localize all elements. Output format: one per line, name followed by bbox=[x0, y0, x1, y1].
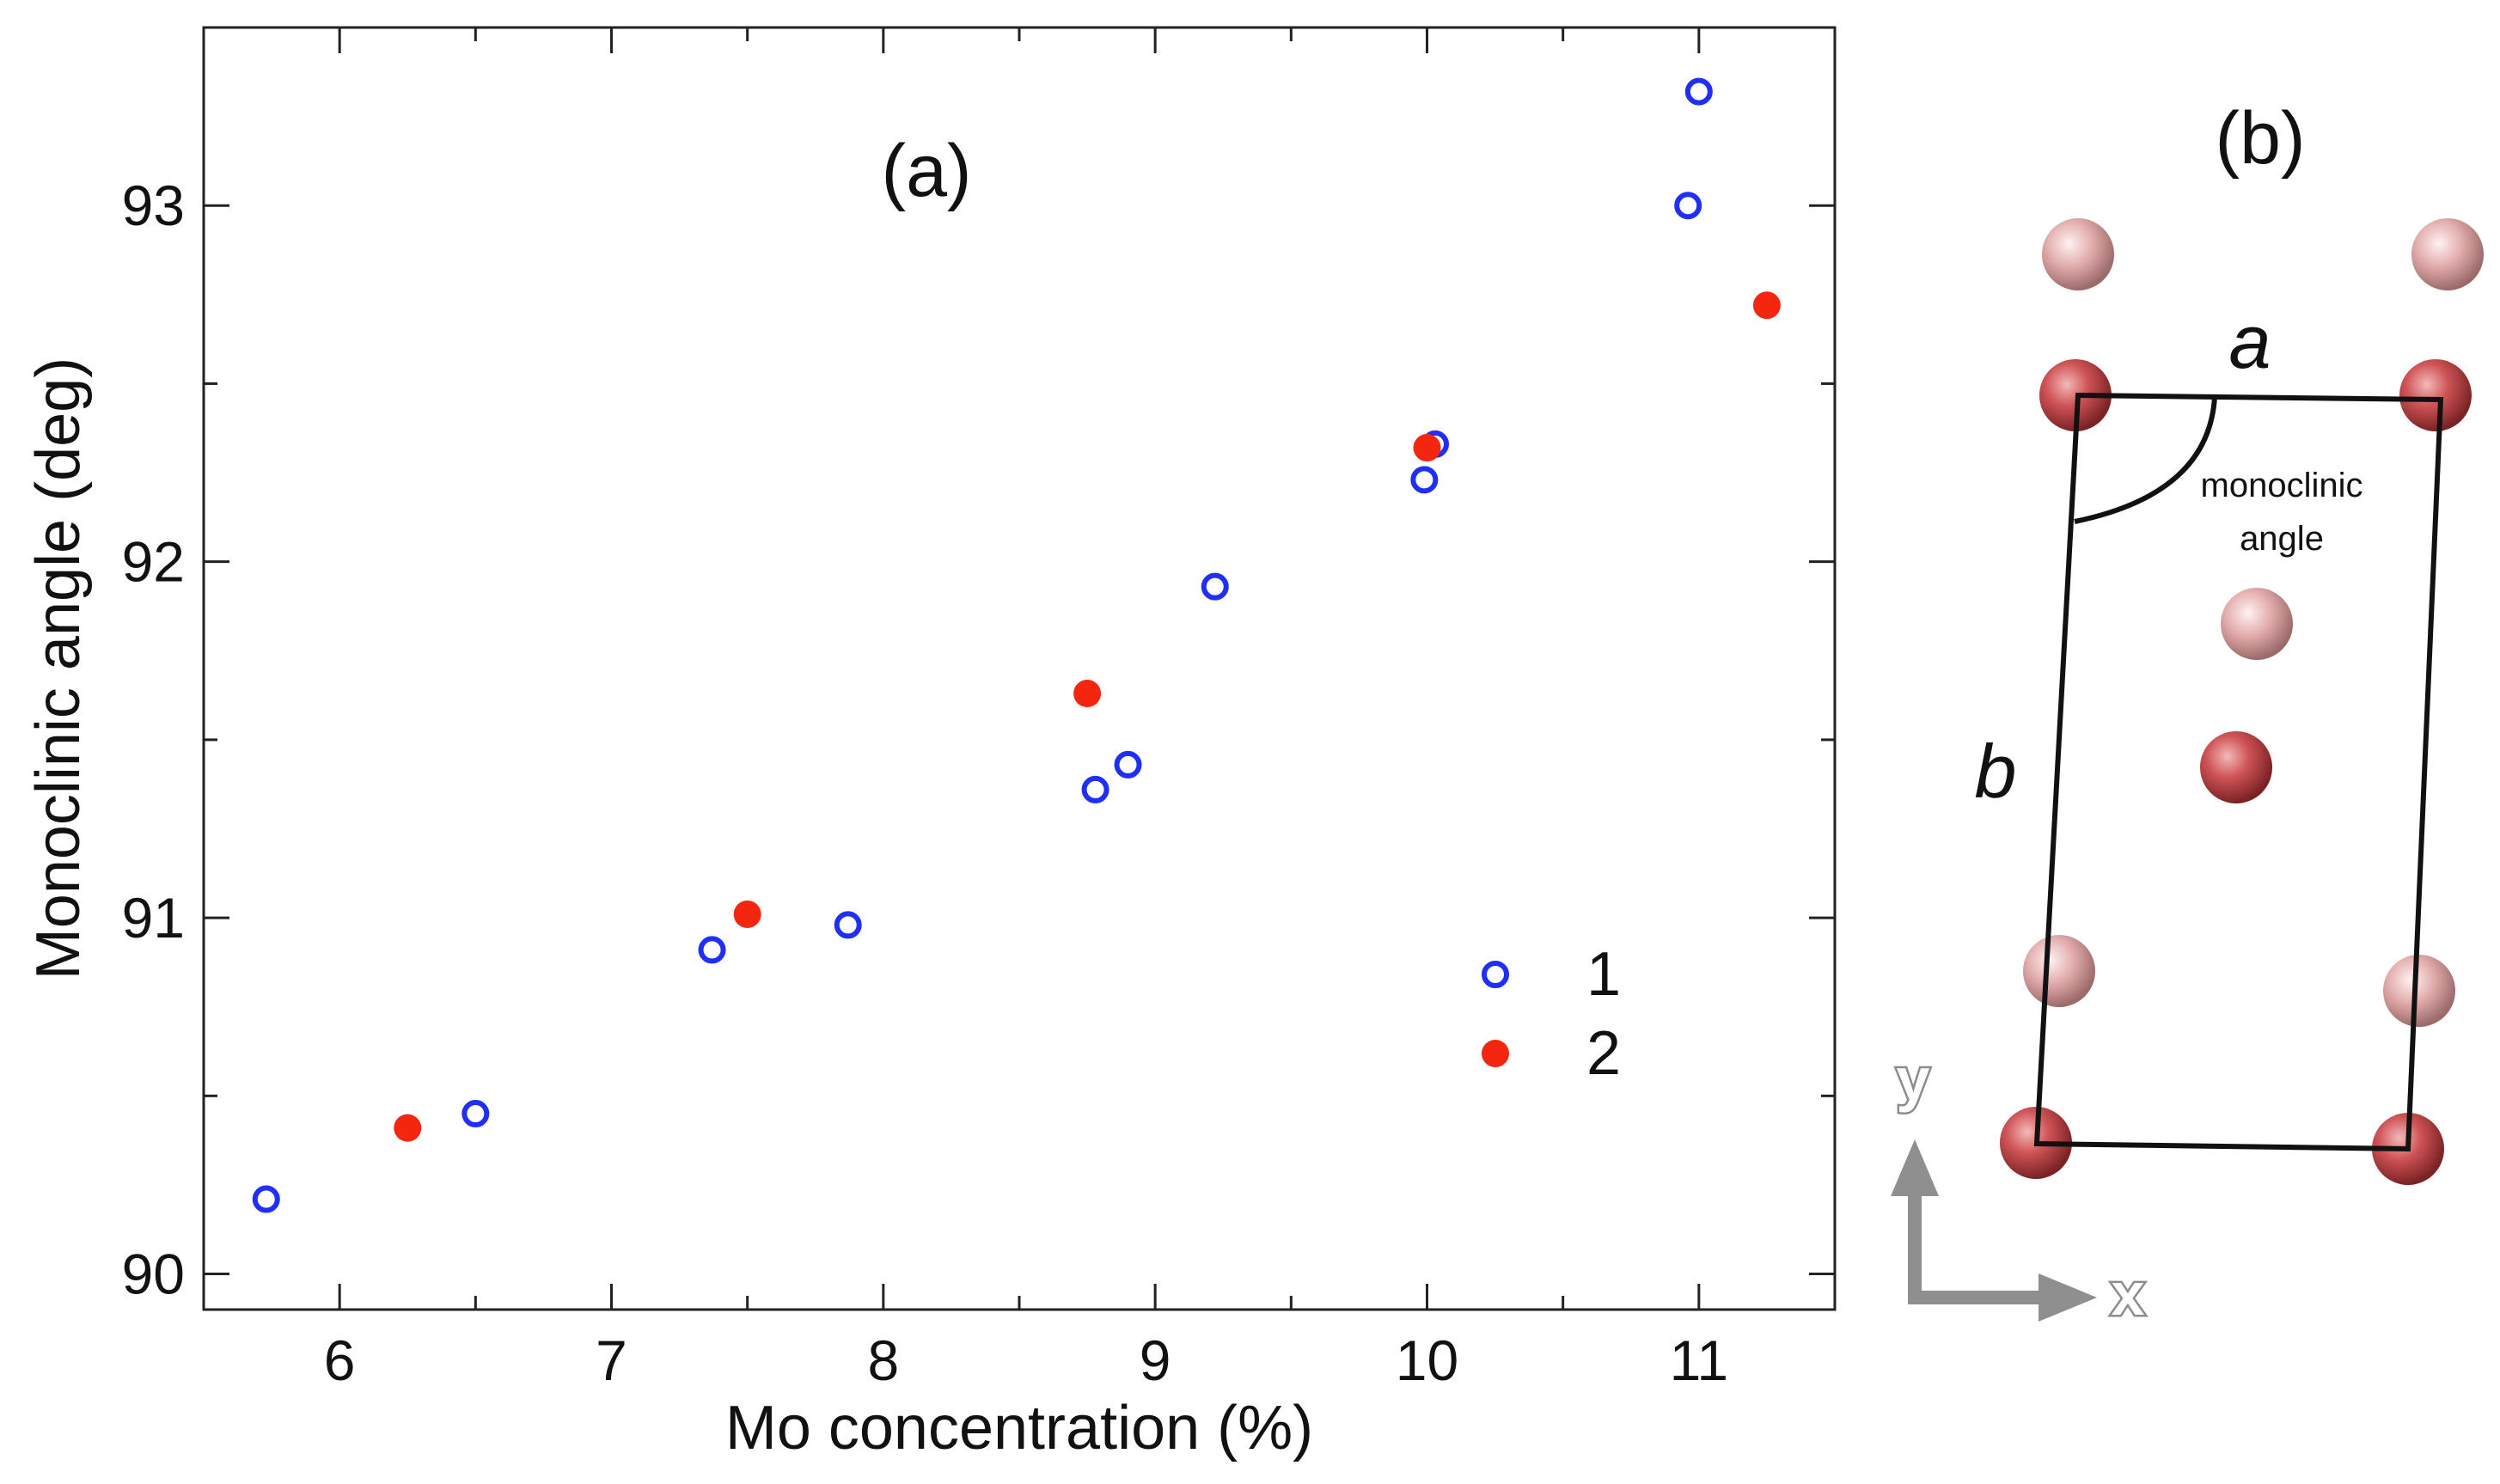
legend: 1 2 bbox=[1482, 940, 1621, 1088]
panel-label-a: (a) bbox=[881, 130, 971, 212]
point-series-1 bbox=[1684, 77, 1713, 106]
atom-light bbox=[2023, 935, 2095, 1007]
plot-frame bbox=[202, 26, 1837, 1311]
scatter-chart: 90 91 92 93 6 7 8 9 10 11 (a) Mo concentration (… bbox=[24, 26, 1837, 1463]
monoclinic-angle-arc bbox=[2074, 396, 2217, 524]
x-tick-label: 10 bbox=[1396, 1328, 1458, 1392]
atom-light bbox=[2221, 588, 2293, 660]
point-series-2 bbox=[394, 1114, 422, 1142]
x-axis-tick-labels: 6 7 8 9 10 11 bbox=[324, 1328, 1728, 1392]
atom-light bbox=[2042, 218, 2114, 290]
angle-caption-line-2: angle bbox=[2240, 520, 2324, 558]
point-series-1 bbox=[1081, 775, 1109, 803]
panel-label-b: (b) bbox=[2215, 97, 2305, 180]
point-series-2 bbox=[1413, 434, 1441, 462]
x-axis-letter: x bbox=[2112, 1261, 2145, 1328]
coordinate-axes: y x bbox=[1891, 1044, 2147, 1330]
point-series-1 bbox=[1674, 192, 1702, 220]
point-series-1 bbox=[1114, 750, 1142, 779]
y-tick-label: 92 bbox=[122, 530, 185, 594]
legend-marker-series-2 bbox=[1482, 1040, 1509, 1067]
x-axis-arrow-head bbox=[2039, 1273, 2097, 1322]
point-series-2 bbox=[1752, 291, 1781, 320]
atom-dark bbox=[2200, 731, 2272, 803]
x-axis-title: Mo concentration (%) bbox=[725, 1394, 1313, 1463]
point-series-1 bbox=[252, 1185, 280, 1213]
crystal-structure-diagram: (b) a b monoclinic angle y x bbox=[1891, 97, 2484, 1330]
atom-light bbox=[2411, 218, 2484, 290]
y-axis-letter: y bbox=[1897, 1046, 1930, 1113]
x-tick-label: 6 bbox=[324, 1328, 356, 1392]
point-series-1 bbox=[698, 936, 726, 964]
y-axis-ticks bbox=[204, 26, 1835, 1276]
y-axis-arrow-head bbox=[1891, 1139, 1939, 1196]
point-series-1 bbox=[1201, 572, 1229, 601]
x-tick-label: 8 bbox=[867, 1328, 899, 1392]
legend-label-series-1: 1 bbox=[1586, 940, 1621, 1009]
lattice-parameter-b: b bbox=[1975, 729, 2017, 814]
unit-cell bbox=[2033, 392, 2444, 1152]
y-axis-tick-labels: 90 91 92 93 bbox=[122, 174, 185, 1305]
y-tick-label: 93 bbox=[122, 174, 185, 237]
point-series-2 bbox=[733, 900, 761, 928]
x-tick-label: 11 bbox=[1670, 1328, 1729, 1392]
atom-dark bbox=[2399, 359, 2472, 431]
point-series-1 bbox=[461, 1100, 490, 1128]
atom-light bbox=[2383, 955, 2455, 1027]
x-axis-ticks bbox=[202, 27, 1837, 1310]
point-series-2 bbox=[1073, 680, 1102, 708]
point-series-1 bbox=[834, 911, 862, 939]
angle-caption-line-1: monoclinic bbox=[2201, 467, 2363, 504]
y-tick-label: 90 bbox=[122, 1243, 185, 1306]
legend-label-series-2: 2 bbox=[1586, 1019, 1621, 1088]
y-axis-title: Monoclinic angle (deg) bbox=[24, 357, 93, 980]
data-points bbox=[252, 77, 1781, 1213]
legend-marker-series-1 bbox=[1482, 961, 1509, 988]
lattice-parameter-a: a bbox=[2229, 299, 2271, 384]
y-tick-label: 91 bbox=[122, 886, 185, 950]
x-tick-label: 9 bbox=[1140, 1328, 1171, 1392]
point-series-1 bbox=[1410, 466, 1439, 494]
x-tick-label: 7 bbox=[596, 1328, 627, 1392]
